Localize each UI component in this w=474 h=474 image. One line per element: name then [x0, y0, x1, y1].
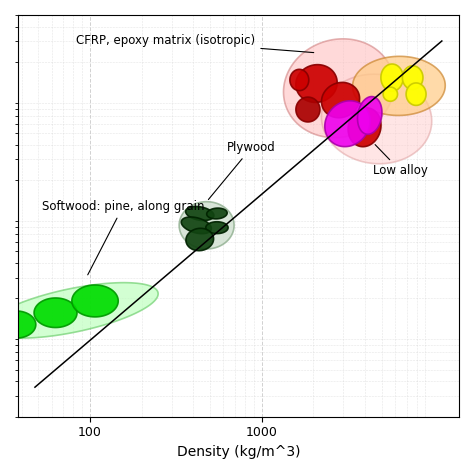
Text: Plywood: Plywood: [209, 141, 276, 200]
Polygon shape: [283, 39, 394, 137]
Polygon shape: [383, 87, 398, 101]
Polygon shape: [325, 101, 370, 146]
Text: Softwood: pine, along grain: Softwood: pine, along grain: [42, 200, 204, 275]
Polygon shape: [296, 64, 337, 102]
Text: Low alloy: Low alloy: [373, 145, 428, 177]
Text: CFRP, epoxy matrix (isotropic): CFRP, epoxy matrix (isotropic): [76, 35, 314, 53]
Polygon shape: [186, 207, 214, 220]
Polygon shape: [179, 201, 234, 249]
Polygon shape: [207, 208, 227, 219]
Polygon shape: [402, 66, 423, 90]
Polygon shape: [381, 64, 403, 91]
Polygon shape: [348, 108, 381, 146]
X-axis label: Density (kg/m^3): Density (kg/m^3): [177, 445, 300, 459]
Polygon shape: [206, 222, 228, 234]
Polygon shape: [0, 283, 158, 338]
Polygon shape: [321, 74, 432, 164]
Polygon shape: [357, 97, 382, 134]
Polygon shape: [72, 285, 118, 317]
Polygon shape: [186, 228, 214, 251]
Polygon shape: [34, 298, 77, 328]
Polygon shape: [321, 82, 360, 118]
Polygon shape: [290, 69, 309, 91]
Polygon shape: [406, 83, 426, 105]
Polygon shape: [296, 97, 320, 122]
Polygon shape: [353, 56, 445, 116]
Polygon shape: [181, 217, 211, 234]
Polygon shape: [0, 311, 36, 338]
